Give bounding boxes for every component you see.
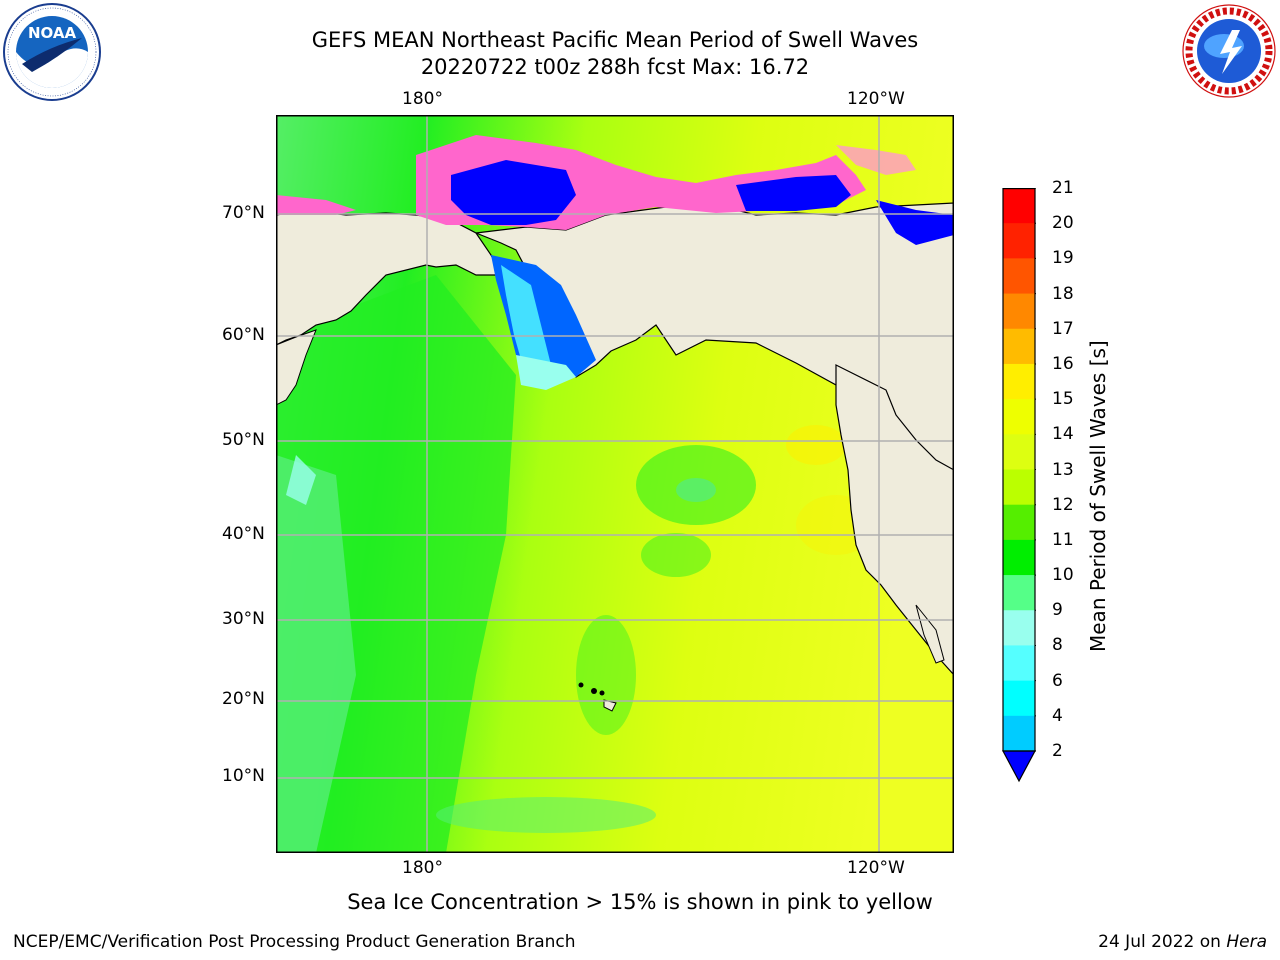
colorbar-tick-label: 10 — [1052, 565, 1074, 586]
map-subtitle: 20220722 t00z 288h fcst Max: 16.72 — [420, 55, 810, 79]
colorbar-tick-label: 14 — [1052, 424, 1074, 445]
map-title: GEFS MEAN Northeast Pacific Mean Period … — [311, 28, 919, 52]
colorbar-tick-label: 11 — [1052, 529, 1074, 550]
footer-date-text: 24 Jul 2022 on — [1098, 932, 1227, 952]
sea-ice-blue — [451, 160, 576, 225]
colorbar-segment — [1003, 258, 1035, 295]
lon-top-120w: 120°W — [847, 89, 905, 109]
colorbar-tick-label: 12 — [1052, 494, 1074, 515]
swell-period-map — [276, 115, 954, 853]
colorbar-segment — [1003, 610, 1035, 646]
colorbar-tick-label: 6 — [1052, 670, 1063, 691]
colorbar-tick-label: 18 — [1052, 283, 1074, 304]
lat-20n: 20°N — [222, 689, 265, 709]
graticule — [276, 115, 954, 853]
noaa-logo: NOAA — [2, 2, 102, 102]
lat-40n: 40°N — [222, 524, 265, 544]
footer-host: Hera — [1226, 932, 1267, 952]
colorbar-segment — [1003, 293, 1035, 330]
colorbar-tick-label: 20 — [1052, 213, 1074, 234]
footer-credit: NCEP/EMC/Verification Post Processing Pr… — [13, 932, 576, 952]
map-panel — [276, 115, 954, 853]
lat-60n: 60°N — [222, 325, 265, 345]
lat-70n: 70°N — [222, 203, 265, 223]
colorbar-segment — [1003, 399, 1035, 435]
colorbar-tick-label: 15 — [1052, 389, 1074, 410]
colorbar-segment — [1003, 223, 1035, 259]
sea-ice-note: Sea Ice Concentration > 15% is shown in … — [347, 890, 933, 914]
colorbar-segment — [1003, 715, 1035, 752]
lat-50n: 50°N — [222, 430, 265, 450]
noaa-logo-text: NOAA — [28, 24, 77, 42]
lat-10n: 10°N — [222, 766, 265, 786]
colorbar-ticks: 2 4 6 8 9 10 11 12 13 14 15 16 17 18 19 20 21 — [1040, 178, 1100, 761]
colorbar-segment — [1003, 539, 1035, 576]
colorbar-segment — [1003, 645, 1035, 682]
colorbar-tick-label: 8 — [1052, 635, 1063, 656]
colorbar-segment — [1003, 575, 1035, 611]
colorbar-segment — [1003, 469, 1035, 506]
lon-bottom-120w: 120°W — [847, 858, 905, 878]
north-america-land — [835, 364, 954, 676]
lat-30n: 30°N — [222, 609, 265, 629]
colorbar-label: Mean Period of Swell Waves [s] — [1086, 340, 1110, 652]
colorbar-tick-label: 21 — [1052, 178, 1074, 198]
colorbar-segment — [1003, 680, 1035, 717]
colorbar-segment — [1003, 188, 1035, 224]
lon-top-180: 180° — [402, 89, 443, 109]
colorbar-tick-label: 9 — [1052, 600, 1063, 621]
colorbar-tick-label: 2 — [1052, 741, 1063, 761]
lon-bottom-180: 180° — [402, 858, 443, 878]
colorbar-tick-label: 16 — [1052, 353, 1074, 374]
colorbar-tick-label: 19 — [1052, 248, 1074, 269]
nws-logo — [1180, 2, 1278, 100]
colorbar-segment — [1003, 363, 1035, 400]
colorbar-segment — [1003, 328, 1035, 365]
colorbar-segment — [1003, 504, 1035, 541]
footer-date: 24 Jul 2022 on Hera — [1098, 932, 1267, 952]
colorbar — [1002, 187, 1040, 784]
colorbar-extend — [1002, 750, 1036, 783]
colorbar-tick-label: 13 — [1052, 459, 1074, 480]
colorbar-segment — [1003, 434, 1035, 470]
hawaii-islands — [578, 682, 617, 712]
colorbar-tick-label: 4 — [1052, 705, 1063, 726]
colorbar-tick-label: 17 — [1052, 318, 1074, 339]
